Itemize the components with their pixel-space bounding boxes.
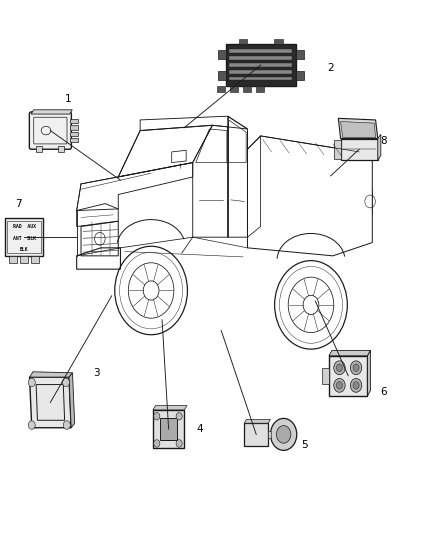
Bar bbox=[70, 138, 78, 142]
Bar bbox=[244, 423, 268, 446]
Polygon shape bbox=[30, 377, 71, 427]
Bar bbox=[153, 410, 184, 448]
Circle shape bbox=[270, 418, 297, 450]
Bar bbox=[7, 221, 41, 253]
Circle shape bbox=[336, 364, 343, 372]
Bar bbox=[9, 256, 17, 263]
Bar bbox=[70, 125, 78, 130]
Bar bbox=[340, 139, 378, 160]
Text: 4: 4 bbox=[196, 424, 203, 434]
Circle shape bbox=[28, 421, 35, 430]
Bar bbox=[229, 77, 292, 80]
Circle shape bbox=[176, 413, 182, 420]
Text: 2: 2 bbox=[327, 63, 334, 73]
Bar bbox=[217, 86, 225, 92]
Circle shape bbox=[154, 440, 160, 447]
Bar bbox=[256, 86, 264, 92]
Circle shape bbox=[353, 364, 359, 372]
Bar bbox=[274, 39, 283, 44]
FancyBboxPatch shape bbox=[29, 112, 71, 149]
Circle shape bbox=[28, 378, 35, 387]
Circle shape bbox=[176, 440, 182, 447]
Circle shape bbox=[336, 382, 343, 389]
Circle shape bbox=[334, 378, 345, 392]
Polygon shape bbox=[69, 373, 74, 427]
Bar bbox=[218, 50, 226, 59]
Circle shape bbox=[63, 378, 70, 387]
Bar bbox=[70, 119, 78, 123]
Bar bbox=[229, 56, 292, 60]
Bar bbox=[5, 218, 43, 256]
Circle shape bbox=[350, 378, 362, 392]
Bar bbox=[70, 132, 78, 136]
Circle shape bbox=[63, 421, 70, 430]
Bar bbox=[226, 44, 296, 86]
Bar bbox=[160, 418, 177, 440]
Bar bbox=[329, 356, 367, 395]
Text: 8: 8 bbox=[380, 136, 387, 146]
Text: RAD  AUX: RAD AUX bbox=[13, 224, 35, 229]
Polygon shape bbox=[367, 351, 371, 395]
Polygon shape bbox=[378, 134, 381, 160]
Circle shape bbox=[276, 425, 291, 443]
Circle shape bbox=[350, 361, 362, 375]
Bar bbox=[229, 49, 292, 53]
Text: ANT  BLK: ANT BLK bbox=[13, 236, 35, 241]
Text: 5: 5 bbox=[301, 440, 308, 450]
Bar bbox=[296, 71, 304, 80]
Bar bbox=[268, 431, 271, 438]
Text: BLK: BLK bbox=[20, 247, 28, 253]
Text: 7: 7 bbox=[15, 199, 22, 208]
Bar bbox=[20, 256, 28, 263]
Bar bbox=[36, 146, 42, 152]
Bar bbox=[229, 70, 292, 74]
Bar bbox=[243, 86, 251, 92]
Text: 3: 3 bbox=[93, 368, 100, 378]
Bar bbox=[322, 368, 329, 384]
Circle shape bbox=[154, 413, 160, 420]
Polygon shape bbox=[153, 406, 187, 410]
Polygon shape bbox=[30, 372, 73, 377]
Bar bbox=[229, 63, 292, 67]
Polygon shape bbox=[31, 110, 72, 114]
Polygon shape bbox=[338, 118, 378, 139]
Bar bbox=[230, 86, 238, 92]
Bar bbox=[218, 71, 226, 80]
Circle shape bbox=[353, 382, 359, 389]
Bar bbox=[31, 256, 39, 263]
Text: 1: 1 bbox=[64, 94, 71, 103]
Bar bbox=[58, 146, 64, 152]
Bar bbox=[296, 50, 304, 59]
Bar bbox=[334, 140, 340, 159]
Bar bbox=[239, 39, 247, 44]
Polygon shape bbox=[244, 419, 270, 423]
Polygon shape bbox=[340, 122, 375, 138]
Text: 6: 6 bbox=[380, 387, 387, 397]
Circle shape bbox=[334, 361, 345, 375]
Polygon shape bbox=[329, 351, 371, 356]
